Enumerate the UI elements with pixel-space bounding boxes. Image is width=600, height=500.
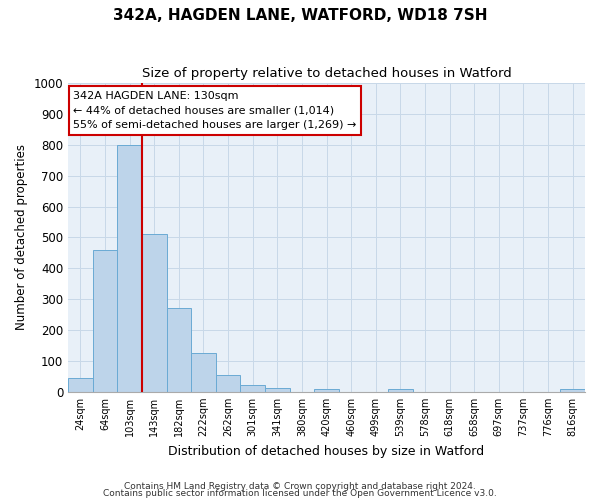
Bar bbox=[314, 390, 339, 392]
Bar bbox=[68, 378, 92, 392]
Bar bbox=[92, 250, 117, 392]
Bar bbox=[117, 145, 142, 392]
Bar bbox=[241, 385, 265, 392]
Bar bbox=[388, 390, 413, 392]
Text: Contains public sector information licensed under the Open Government Licence v3: Contains public sector information licen… bbox=[103, 490, 497, 498]
Bar bbox=[560, 390, 585, 392]
Bar bbox=[265, 388, 290, 392]
Text: 342A HAGDEN LANE: 130sqm
← 44% of detached houses are smaller (1,014)
55% of sem: 342A HAGDEN LANE: 130sqm ← 44% of detach… bbox=[73, 91, 356, 130]
Text: Contains HM Land Registry data © Crown copyright and database right 2024.: Contains HM Land Registry data © Crown c… bbox=[124, 482, 476, 491]
Y-axis label: Number of detached properties: Number of detached properties bbox=[15, 144, 28, 330]
Text: 342A, HAGDEN LANE, WATFORD, WD18 7SH: 342A, HAGDEN LANE, WATFORD, WD18 7SH bbox=[113, 8, 487, 22]
Bar bbox=[216, 375, 241, 392]
X-axis label: Distribution of detached houses by size in Watford: Distribution of detached houses by size … bbox=[169, 444, 485, 458]
Title: Size of property relative to detached houses in Watford: Size of property relative to detached ho… bbox=[142, 68, 511, 80]
Bar bbox=[167, 308, 191, 392]
Bar bbox=[142, 234, 167, 392]
Bar bbox=[191, 353, 216, 392]
